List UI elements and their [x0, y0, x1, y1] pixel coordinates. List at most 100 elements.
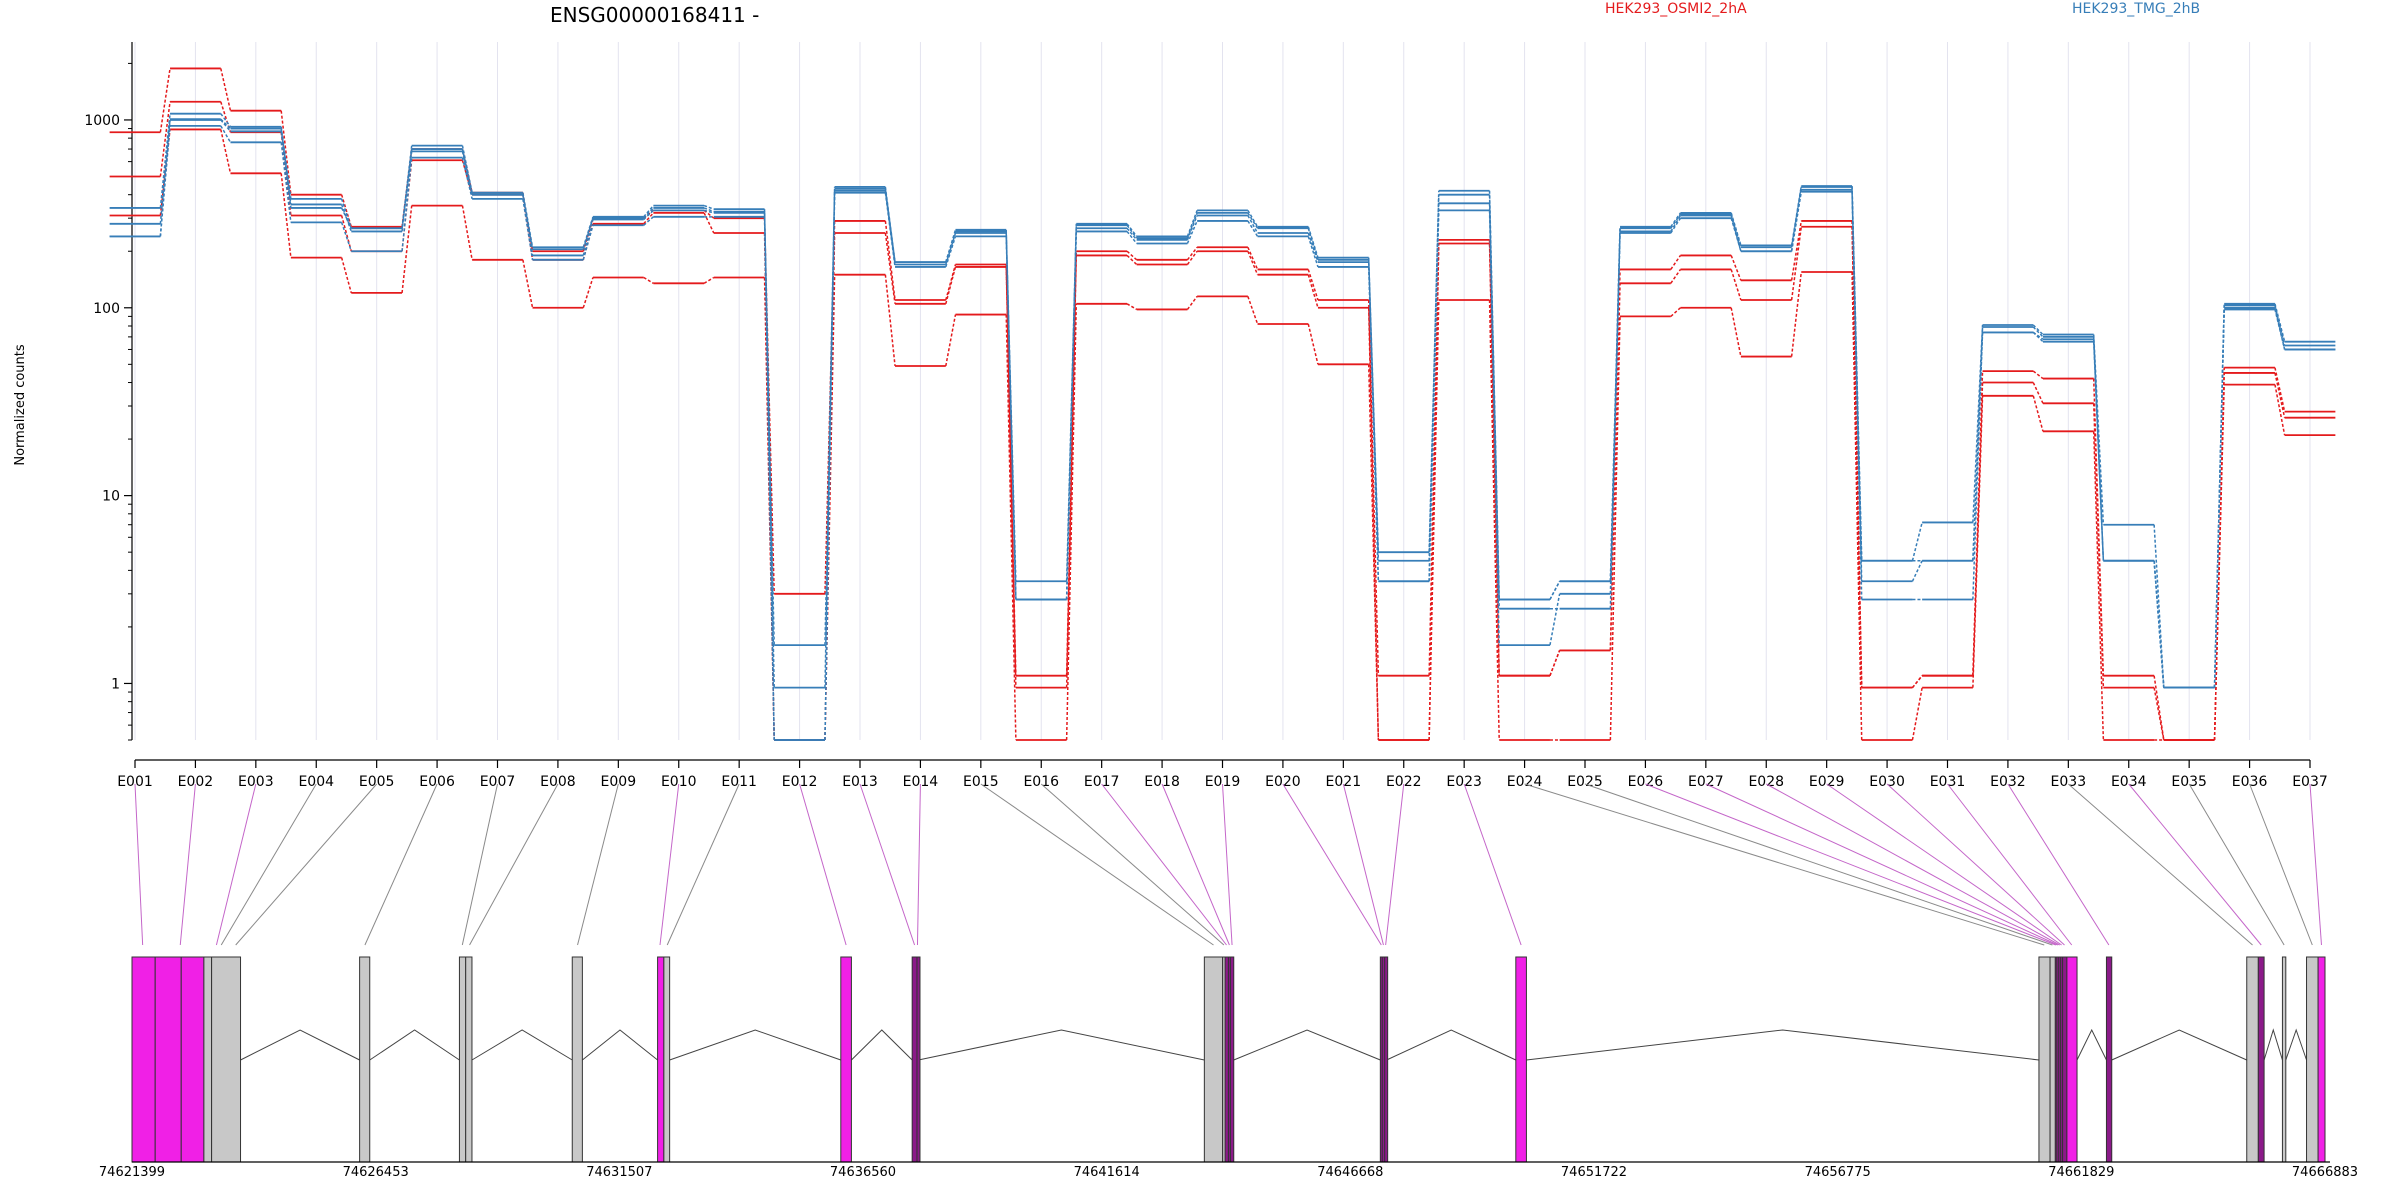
exon-block — [2306, 956, 2319, 1163]
x-tick-label: E037 — [2292, 774, 2328, 790]
series-connector — [1609, 228, 1621, 582]
vertical-gridlines — [134, 42, 2311, 740]
series-connector — [1790, 226, 1803, 301]
series-connector — [703, 212, 715, 234]
series-connector — [1307, 269, 1319, 301]
exon-connector — [666, 783, 740, 946]
exon-block — [2246, 956, 2259, 1163]
genomic-tick-label: 74626453 — [343, 1165, 409, 1180]
series-connector — [1670, 269, 1682, 284]
series-connector — [340, 257, 353, 294]
x-tick-label: E008 — [540, 774, 576, 790]
series-connector — [1065, 303, 1078, 741]
exon-block — [131, 956, 156, 1163]
series-connector — [1911, 560, 1923, 582]
exon-connector — [1645, 783, 2056, 946]
exon-block — [911, 956, 918, 1163]
genomic-tick-label: 74651722 — [1561, 1165, 1627, 1180]
series-connector — [220, 113, 232, 128]
series-connector — [1307, 236, 1319, 268]
intron-connector — [369, 1029, 460, 1061]
series-connector — [582, 219, 594, 256]
series-connector — [280, 142, 292, 223]
exon-block — [180, 956, 205, 1163]
series-connector — [159, 101, 171, 177]
genomic-tick-label: 74656775 — [1805, 1165, 1871, 1180]
series-connector — [1609, 233, 1621, 594]
series-connector — [1307, 232, 1319, 263]
series-connector — [2153, 560, 2165, 688]
exon-connector — [469, 783, 559, 946]
series-connector — [1247, 220, 1259, 237]
series-connector — [461, 157, 473, 200]
series-connector — [1730, 255, 1742, 281]
x-tick-label: E023 — [1446, 774, 1482, 790]
exon-block — [2066, 956, 2078, 1163]
series-connector — [280, 110, 292, 195]
exon-connector — [859, 783, 916, 946]
exon-block — [663, 956, 671, 1163]
y-tick-label: 1 — [111, 676, 120, 692]
exon-block — [1224, 956, 1229, 1163]
series-connector — [2274, 384, 2286, 436]
series-connector — [824, 192, 836, 741]
series-connector — [1307, 323, 1319, 365]
series-connector — [1730, 217, 1742, 252]
series-connector — [2274, 367, 2286, 412]
exon-connector — [2128, 783, 2262, 946]
series-connector — [945, 314, 957, 367]
exon-block — [1229, 956, 1235, 1163]
series-connector — [703, 276, 715, 284]
exon-block — [2062, 956, 2068, 1163]
exon-block — [1203, 956, 1224, 1163]
exon-connector — [1524, 783, 2045, 946]
x-tick-label: E009 — [601, 774, 637, 790]
series-connector — [884, 192, 896, 268]
series-connector — [1730, 307, 1742, 357]
exon-block — [465, 956, 473, 1163]
series-connector — [1126, 224, 1138, 239]
x-tick-label: E004 — [298, 774, 334, 790]
intron-connector — [2076, 1028, 2107, 1061]
series-connector — [1005, 266, 1017, 688]
x-tick-label: E011 — [721, 774, 757, 790]
exon-connector — [1342, 783, 1384, 946]
series-connector — [1609, 231, 1621, 609]
exon-connector — [1705, 783, 2058, 946]
series-connector — [643, 212, 654, 225]
exon-connector — [2309, 783, 2322, 946]
genomic-tick-label: 74636560 — [830, 1165, 896, 1180]
series-connector — [1609, 316, 1621, 741]
series-connector — [945, 266, 957, 304]
genomic-tick-label: 74641614 — [1074, 1165, 1140, 1180]
series-connector — [2274, 309, 2286, 350]
intron-connector — [582, 1029, 658, 1061]
series-connector — [1126, 223, 1138, 237]
series-connector — [1670, 213, 1682, 229]
series-connector — [1851, 272, 1863, 741]
series-connector — [763, 212, 775, 741]
series-connector — [1126, 254, 1138, 266]
series-connector — [1247, 212, 1259, 229]
series-connector — [2032, 382, 2044, 404]
exon-block — [211, 956, 242, 1163]
x-tick-label: E031 — [1930, 774, 1966, 790]
series-connector — [340, 207, 352, 229]
exon-connector — [220, 783, 317, 946]
exon-block — [2281, 956, 2287, 1163]
series-connector — [1911, 522, 1923, 561]
series-connector — [1670, 307, 1681, 317]
series-connector — [703, 207, 715, 213]
x-tick-label: E017 — [1084, 774, 1120, 790]
series-connector — [1428, 299, 1440, 741]
series-connector — [1670, 254, 1682, 270]
series-connector — [1428, 210, 1440, 582]
series-connector — [1186, 220, 1198, 244]
exon-block — [2257, 956, 2265, 1163]
legend-label-osmi2: HEK293_OSMI2_2hA — [1605, 1, 1747, 17]
series-connector — [1186, 246, 1198, 261]
exon-connector — [364, 783, 438, 946]
exon-block — [2049, 956, 2056, 1163]
x-tick-label: E021 — [1326, 774, 1362, 790]
